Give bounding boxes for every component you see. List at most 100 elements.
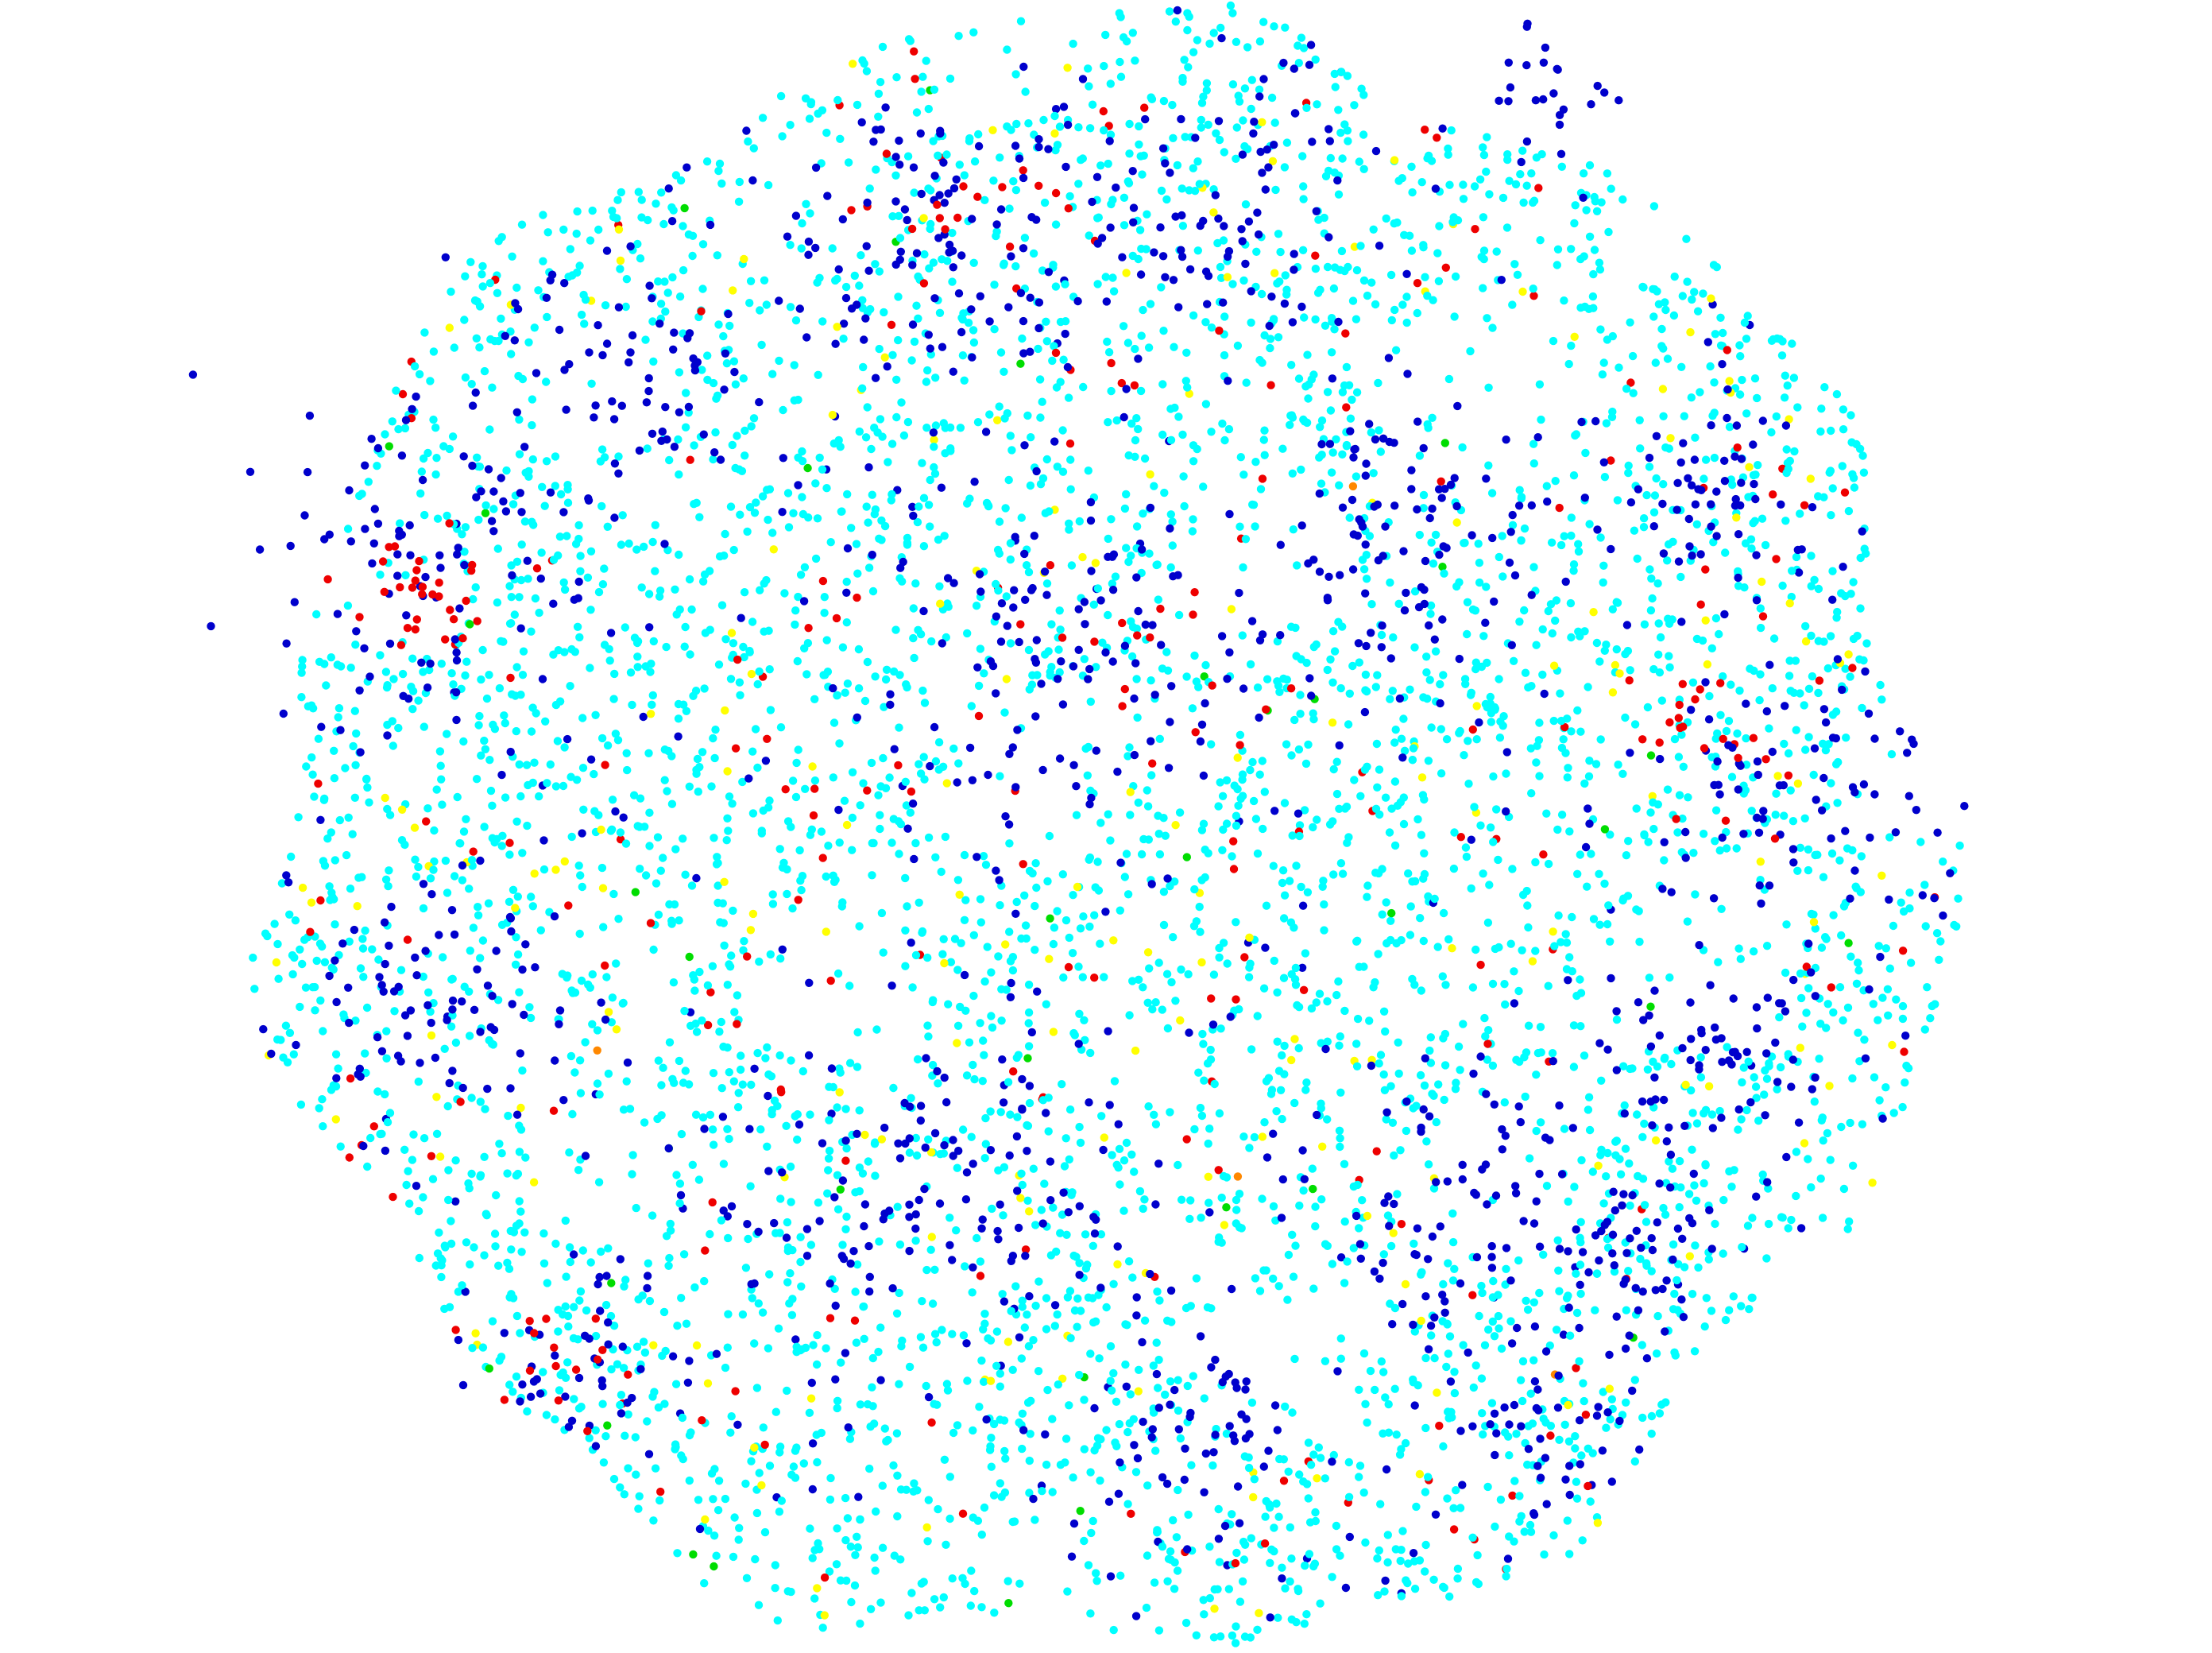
point <box>1715 629 1723 639</box>
point <box>656 1487 665 1496</box>
point <box>1494 1311 1503 1321</box>
point <box>1652 1349 1661 1358</box>
point <box>540 501 549 510</box>
point <box>1142 245 1150 254</box>
point <box>617 540 626 549</box>
point <box>1178 430 1187 439</box>
point <box>1270 807 1279 815</box>
point <box>820 1611 830 1620</box>
point <box>735 177 744 187</box>
point <box>1784 464 1792 474</box>
point <box>1296 691 1305 699</box>
point <box>1174 1485 1182 1495</box>
point <box>450 343 458 352</box>
point <box>598 580 608 589</box>
point <box>1790 447 1799 456</box>
point <box>1422 1137 1431 1146</box>
point <box>1817 943 1827 952</box>
point <box>717 1216 726 1225</box>
point <box>1725 1167 1734 1176</box>
point <box>723 814 732 823</box>
point <box>1005 927 1014 936</box>
point <box>1775 1012 1784 1022</box>
point <box>528 395 537 404</box>
point <box>351 761 360 769</box>
point <box>1124 1257 1134 1266</box>
point <box>1456 1504 1465 1512</box>
point <box>1242 378 1251 387</box>
point <box>1201 846 1209 854</box>
point <box>1422 668 1431 677</box>
point <box>1220 148 1229 157</box>
point <box>1586 1497 1595 1506</box>
point <box>1209 208 1218 217</box>
point <box>1106 836 1115 845</box>
point <box>1400 746 1410 755</box>
point <box>383 1117 393 1127</box>
point <box>640 542 648 552</box>
point <box>1849 634 1858 644</box>
point <box>685 782 694 791</box>
point <box>729 639 738 648</box>
point <box>659 1307 669 1317</box>
point <box>931 421 941 430</box>
point <box>1120 1156 1129 1165</box>
point <box>1281 271 1290 280</box>
point <box>775 1442 785 1451</box>
point <box>800 644 809 652</box>
point <box>431 424 440 432</box>
point <box>516 1207 525 1216</box>
point <box>1050 1322 1060 1330</box>
point <box>1007 978 1015 988</box>
point <box>892 1309 902 1318</box>
point <box>1210 1585 1219 1594</box>
point <box>1632 804 1641 813</box>
point <box>1005 839 1014 848</box>
point <box>795 846 804 855</box>
point <box>1150 1110 1158 1120</box>
point <box>677 1294 686 1303</box>
point <box>453 792 462 802</box>
point <box>1612 1136 1622 1145</box>
point <box>746 926 756 935</box>
point <box>1678 814 1687 823</box>
point <box>1425 1046 1434 1055</box>
point <box>1858 451 1867 460</box>
point <box>1083 1260 1092 1269</box>
point <box>818 1624 827 1632</box>
point <box>877 536 886 544</box>
point <box>826 1495 835 1504</box>
point <box>982 498 992 508</box>
point <box>1020 891 1029 900</box>
point <box>1349 453 1358 462</box>
point <box>1719 1195 1728 1205</box>
point <box>1189 164 1198 172</box>
point <box>815 453 824 463</box>
point <box>1691 890 1700 899</box>
point <box>798 457 807 466</box>
point <box>661 1346 670 1356</box>
point <box>288 970 297 979</box>
point <box>1255 1287 1265 1295</box>
point <box>1086 1349 1095 1358</box>
point <box>1518 946 1526 955</box>
point <box>1576 989 1586 997</box>
point <box>1619 1062 1628 1070</box>
point <box>981 1113 990 1123</box>
point <box>979 1377 988 1387</box>
point <box>1233 753 1242 762</box>
point <box>818 576 828 586</box>
point <box>609 1474 619 1484</box>
point <box>1413 1381 1422 1390</box>
point <box>1462 852 1471 861</box>
point <box>1258 118 1266 126</box>
point <box>1002 675 1011 683</box>
point <box>1758 514 1767 523</box>
point <box>830 877 839 887</box>
point <box>486 335 495 344</box>
point <box>1116 1571 1125 1580</box>
point <box>1005 1151 1014 1160</box>
point <box>570 1303 578 1311</box>
point <box>1131 1612 1141 1620</box>
point <box>1563 773 1572 782</box>
